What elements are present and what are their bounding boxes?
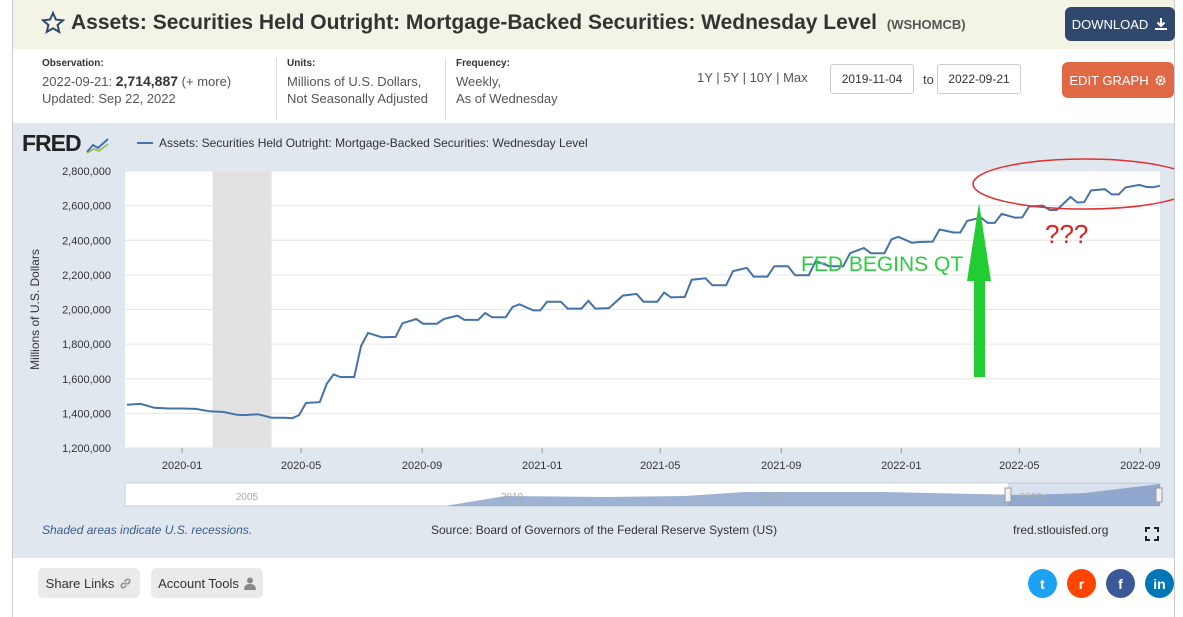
fullscreen-icon[interactable]: [1145, 527, 1159, 541]
navigator-year-label: 2005: [236, 492, 259, 503]
twitter-icon[interactable]: t: [1028, 569, 1057, 598]
share-links-label: Share Links: [45, 575, 115, 591]
range-5y[interactable]: 5Y: [723, 70, 739, 85]
frequency-label: Frequency:: [456, 58, 510, 69]
y-tick-label: 2,200,000: [62, 270, 111, 282]
annotation-fed-qt: FED BEGINS QT: [801, 253, 963, 276]
y-tick-label: 1,800,000: [62, 339, 111, 351]
series-title: Assets: Securities Held Outright: Mortga…: [71, 11, 878, 34]
download-label: DOWNLOAD: [1071, 16, 1149, 32]
x-tick-label: 2022-01: [881, 460, 921, 472]
observation-label: Observation:: [42, 58, 104, 69]
annotation-question: ???: [1045, 219, 1088, 249]
x-tick-label: 2021-05: [640, 460, 680, 472]
y-tick-label: 2,000,000: [62, 305, 111, 317]
y-tick-label: 2,800,000: [62, 166, 111, 178]
frequency-block: Frequency: Weekly, As of Wednesday: [445, 58, 576, 120]
site-link[interactable]: fred.stlouisfed.org: [1013, 523, 1109, 537]
chart-panel: FRED Assets: Securities Held Outright: M…: [13, 123, 1174, 558]
fred-logo: FRED: [22, 130, 110, 157]
navigator-handle-right[interactable]: [1155, 487, 1163, 503]
y-tick-label: 1,600,000: [62, 374, 111, 386]
source-text: Source: Board of Governors of the Federa…: [431, 523, 778, 537]
account-tools-label: Account Tools: [158, 575, 239, 591]
units-line-1: Millions of U.S. Dollars,: [287, 74, 422, 89]
x-tick-label: 2021-09: [761, 460, 801, 472]
observation-more-link[interactable]: (+ more): [181, 74, 232, 89]
navigator-year-label: 2010: [501, 492, 524, 503]
range-max[interactable]: Max: [783, 70, 808, 85]
user-icon: [243, 577, 256, 590]
chart-svg[interactable]: 1,200,000 1,400,000 1,600,000 1,800,000 2,00…: [13, 123, 1174, 558]
range-selector: 1Y | 5Y | 10Y | Max: [697, 70, 808, 85]
frequency-line-1: Weekly,: [456, 74, 502, 89]
observation-value: 2,714,887: [115, 73, 179, 89]
link-icon: [120, 578, 131, 588]
share-links-button[interactable]: Share Links: [38, 568, 140, 598]
end-date-input[interactable]: 2022-09-21: [937, 64, 1021, 94]
x-tick-label: 2020-05: [281, 460, 321, 472]
download-icon: [1155, 18, 1168, 30]
y-tick-label: 1,200,000: [62, 443, 111, 455]
download-button[interactable]: DOWNLOAD: [1065, 7, 1175, 41]
y-tick-label: 2,400,000: [62, 235, 111, 247]
edit-graph-label: EDIT GRAPH: [1069, 72, 1149, 88]
page-title: Assets: Securities Held Outright: Mortga…: [71, 11, 966, 35]
series-code: (WSHOMCB): [886, 17, 966, 32]
header-bar: Assets: Securities Held Outright: Mortga…: [13, 0, 1175, 49]
annotation-arrow-shaft: [974, 278, 985, 377]
linkedin-icon[interactable]: in: [1145, 569, 1174, 598]
fred-logo-graph-icon: [86, 138, 109, 154]
legend-label: Assets: Securities Held Outright: Mortga…: [159, 136, 588, 150]
recession-note: Shaded areas indicate U.S. recessions.: [42, 523, 253, 537]
reddit-icon[interactable]: r: [1067, 569, 1096, 598]
y-axis-label: Millions of U.S. Dollars: [28, 249, 42, 370]
navigator-year-label: 2015: [761, 492, 784, 503]
fred-logo-text: FRED: [22, 130, 82, 156]
annotation-arrow-head: [967, 203, 991, 281]
navigator-handle-left[interactable]: [1004, 487, 1012, 503]
legend-swatch: [137, 142, 153, 144]
gear-icon: [1155, 74, 1166, 86]
x-tick-label: 2022-09: [1120, 460, 1160, 472]
y-tick-label: 1,400,000: [62, 408, 111, 420]
start-date-input[interactable]: 2019-11-04: [830, 64, 914, 94]
x-tick-label: 2020-01: [162, 460, 202, 472]
x-tick-label: 2020-09: [402, 460, 442, 472]
to-label: to: [923, 72, 934, 87]
observation-block: Observation: 2022-09-21: 2,714,887 (+ mo…: [42, 58, 272, 120]
x-tick-label: 2021-01: [522, 460, 562, 472]
y-tick-label: 2,600,000: [62, 201, 111, 213]
observation-date: 2022-09-21:: [42, 74, 113, 89]
facebook-icon[interactable]: f: [1106, 569, 1135, 598]
x-tick-label: 2022-05: [999, 460, 1039, 472]
range-1y[interactable]: 1Y: [697, 70, 713, 85]
frequency-line-2: As of Wednesday: [456, 91, 558, 106]
edit-graph-button[interactable]: EDIT GRAPH: [1062, 62, 1174, 98]
chart-legend: Assets: Securities Held Outright: Mortga…: [137, 136, 588, 150]
account-tools-button[interactable]: Account Tools: [151, 568, 263, 598]
range-10y[interactable]: 10Y: [749, 70, 773, 85]
series-line[interactable]: [126, 183, 1161, 420]
updated-date: Updated: Sep 22, 2022: [42, 91, 176, 106]
units-label: Units:: [287, 58, 316, 69]
navigator-selection[interactable]: [1008, 483, 1160, 506]
units-block: Units: Millions of U.S. Dollars, Not Sea…: [276, 58, 447, 120]
fred-graph-page: Assets: Securities Held Outright: Mortga…: [12, 0, 1175, 617]
annotation-ellipse: [972, 158, 1174, 210]
bottom-bar: Share Links Account Tools t r f in: [13, 560, 1174, 617]
navigator-area: [445, 484, 1160, 506]
star-outline-icon[interactable]: [41, 10, 65, 36]
navigator-year-label: 2020: [1020, 492, 1043, 503]
units-line-2: Not Seasonally Adjusted: [287, 91, 428, 106]
